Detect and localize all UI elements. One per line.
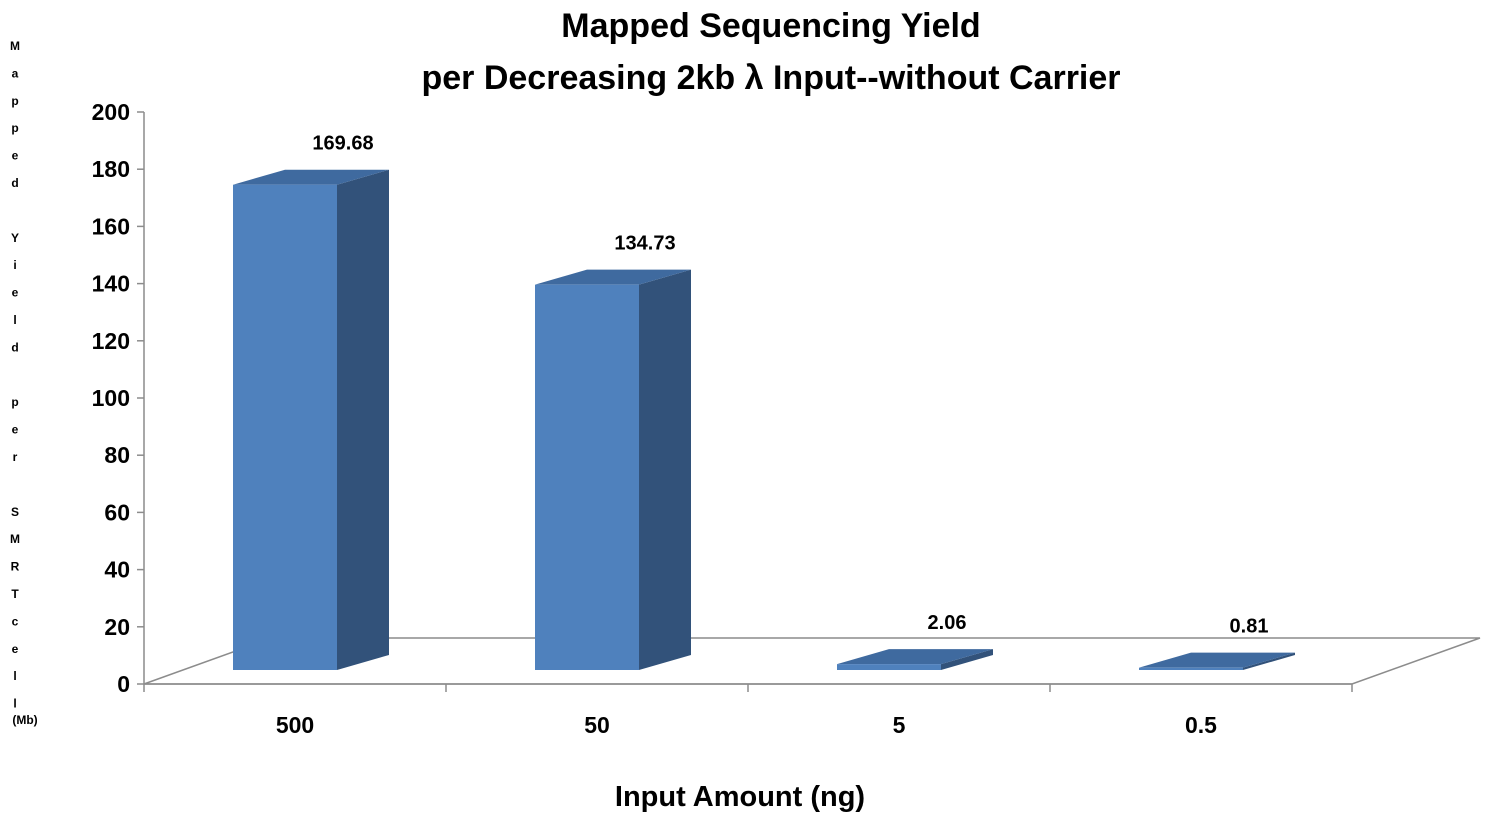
data-label: 169.68 — [312, 133, 373, 155]
bar-side-face — [337, 169, 389, 670]
bar-top-face — [837, 649, 993, 665]
y-tick-label: 60 — [104, 499, 130, 525]
y-axis-label-char: T — [11, 587, 19, 601]
y-axis-label-char: Y — [11, 231, 19, 245]
y-tick-label: 200 — [92, 99, 130, 125]
bar-top-face — [233, 169, 389, 185]
bar — [233, 169, 389, 670]
data-label: 0.81 — [1230, 616, 1269, 638]
y-tick-label: 160 — [92, 213, 130, 239]
x-axis-label: Input Amount (ng) — [615, 781, 865, 813]
bar-front-face — [837, 664, 941, 670]
y-axis-label-char: c — [12, 614, 19, 628]
y-axis-label-char: M — [10, 39, 20, 53]
chart-title: Mapped Sequencing Yield per Decreasing 2… — [421, 7, 1120, 97]
bar-side-face — [1243, 652, 1295, 670]
data-label: 2.06 — [928, 612, 967, 634]
y-axis-label-char: i — [13, 258, 16, 272]
y-axis-label-char: d — [11, 176, 18, 190]
bar — [1139, 652, 1295, 670]
x-tick-label: 500 — [276, 712, 314, 738]
y-axis-label-char: S — [11, 505, 19, 519]
bar-top-face — [1139, 652, 1295, 668]
data-labels: 169.68 134.73 2.06 0.81 — [312, 133, 1268, 638]
y-tick-label: 140 — [92, 271, 130, 297]
x-tick-label: 5 — [893, 712, 906, 738]
y-axis-label-char: p — [11, 395, 18, 409]
bar-front-face — [535, 284, 639, 670]
y-axis-ticks: 0 20 40 60 80 100 120 140 160 180 200 — [92, 99, 144, 697]
y-axis-label-char: d — [11, 340, 18, 354]
y-axis-label-char: e — [12, 642, 19, 656]
x-tick-label: 0.5 — [1185, 712, 1217, 738]
y-axis-label-char: l — [13, 669, 16, 683]
chart-title-line-2: per Decreasing 2kb λ Input--without Carr… — [421, 59, 1120, 97]
y-tick-label: 40 — [104, 557, 130, 583]
bar-front-face — [1139, 667, 1243, 670]
y-axis-label-char: e — [12, 286, 19, 300]
bar-top-face — [535, 269, 691, 285]
y-axis-label-char: R — [11, 560, 20, 574]
y-axis-label-char: p — [11, 121, 18, 135]
y-tick-label: 20 — [104, 614, 130, 640]
x-axis-ticks: 500 50 5 0.5 — [143, 684, 1353, 738]
y-axis-label-char: a — [12, 66, 19, 80]
bars — [233, 169, 1295, 670]
y-axis-label-unit: (Mb) — [12, 713, 37, 727]
y-axis-label-char: e — [12, 423, 19, 437]
y-axis-label-char: l — [13, 313, 16, 327]
y-tick-label: 100 — [92, 385, 130, 411]
bar — [837, 649, 993, 670]
bar-front-face — [233, 184, 337, 670]
y-axis-label-char: e — [12, 149, 19, 163]
y-tick-label: 180 — [92, 156, 130, 182]
data-label: 134.73 — [614, 233, 675, 255]
y-axis-label-char: M — [10, 532, 20, 546]
y-tick-label: 80 — [104, 442, 130, 468]
bar-side-face — [941, 649, 993, 670]
chart-title-line-1: Mapped Sequencing Yield — [561, 7, 980, 45]
y-tick-label: 120 — [92, 328, 130, 354]
y-axis-label-char: r — [13, 450, 18, 464]
y-tick-label: 0 — [117, 671, 130, 697]
x-tick-label: 50 — [584, 712, 610, 738]
y-axis-label-char: p — [11, 94, 18, 108]
y-axis-label-char: l — [13, 697, 16, 711]
bar-side-face — [639, 269, 691, 670]
bar — [535, 269, 691, 670]
